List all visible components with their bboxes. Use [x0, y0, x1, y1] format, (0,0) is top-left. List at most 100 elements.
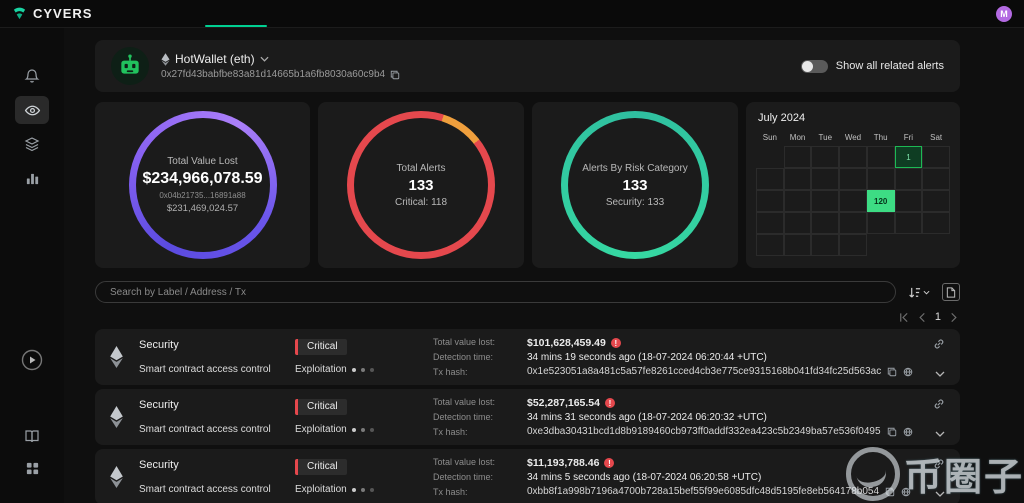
alert-amount: $11,193,788.46: [527, 457, 600, 469]
notifications-bell-icon[interactable]: [15, 62, 49, 90]
stat-subvalue: $231,469,024.57: [166, 203, 239, 214]
wallet-name: HotWallet (eth): [175, 52, 255, 66]
sort-button[interactable]: [908, 286, 930, 299]
wallet-selector[interactable]: HotWallet (eth): [161, 52, 400, 66]
explorer-icon[interactable]: [903, 367, 913, 377]
copy-hash-icon[interactable]: [887, 367, 897, 377]
alert-subcategory: Smart contract access control: [139, 364, 271, 375]
calendar-cell: [839, 168, 867, 190]
pagination: 1: [95, 311, 958, 323]
calendar-cell: [756, 190, 784, 212]
copy-hash-icon[interactable]: [885, 487, 895, 497]
play-button-icon[interactable]: [15, 346, 49, 374]
tx-hash-label: Tx hash:: [433, 487, 468, 497]
calendar-cell: [811, 146, 840, 168]
calendar-card: July 2024 Sun Mon Tue Wed Thu Fri Sat 1: [746, 102, 960, 268]
detection-time-label: Detection time:: [433, 472, 494, 482]
calendar-cell: [922, 168, 950, 190]
search-input[interactable]: [95, 281, 896, 303]
phase-dot: [351, 367, 356, 372]
calendar-cell: [867, 234, 895, 256]
alert-detection-time: 34 mins 5 seconds ago (18-07-2024 06:20:…: [527, 472, 762, 483]
docs-book-icon[interactable]: [15, 422, 49, 450]
user-avatar[interactable]: M: [996, 5, 1012, 22]
sidebar: [0, 28, 64, 503]
apps-grid-icon[interactable]: [15, 454, 49, 482]
calendar-cell: [894, 168, 923, 190]
stat-label: Total Value Lost: [167, 156, 238, 167]
calendar-cell: [783, 168, 812, 190]
expand-chevron-icon[interactable]: [935, 371, 945, 377]
wallet-robot-avatar: [111, 47, 149, 85]
analytics-chart-icon[interactable]: [15, 164, 49, 192]
current-page[interactable]: 1: [934, 311, 941, 323]
alert-amount: $101,628,459.49: [527, 337, 606, 349]
severity-badge: Critical: [295, 459, 347, 475]
stat-value: $234,966,078.59: [142, 170, 263, 187]
calendar-cell: [783, 190, 812, 212]
explorer-icon[interactable]: [903, 427, 913, 437]
phase-dot: [360, 487, 365, 492]
alert-category: Security: [139, 459, 179, 471]
calendar-day-header: Wed: [844, 133, 862, 142]
link-icon[interactable]: [933, 458, 945, 470]
calendar-day-header: Mon: [789, 133, 806, 142]
calendar-cell: [839, 146, 867, 168]
stat-value: 133: [408, 176, 434, 194]
calendar-day-header: Sun: [762, 133, 777, 142]
calendar-day-header: Thu: [873, 133, 888, 142]
link-icon[interactable]: [933, 338, 945, 350]
calendar-cell: [756, 168, 784, 190]
calendar-title: July 2024: [758, 112, 806, 124]
copy-hash-icon[interactable]: [887, 427, 897, 437]
reports-layers-icon[interactable]: [15, 130, 49, 158]
alert-phase: Exploitation: [295, 484, 347, 495]
stat-label: Alerts By Risk Category: [582, 162, 688, 174]
show-related-alerts-toggle[interactable]: [800, 59, 828, 73]
link-icon[interactable]: [933, 398, 945, 410]
wallet-address: 0x27fd43babfbe83a81d14665b1a6fb8030a60c9…: [161, 69, 386, 80]
phase-dot: [369, 367, 374, 372]
cyvers-logo-icon: [12, 6, 27, 21]
alerts-list: Security Smart contract access control C…: [95, 329, 960, 503]
calendar-cell: [811, 168, 840, 190]
calendar-cell-highlight[interactable]: 1: [894, 146, 923, 168]
next-page-button[interactable]: [950, 312, 958, 323]
export-csv-button[interactable]: [942, 283, 960, 301]
stat-address: 0x04b21735...16891a88: [159, 191, 246, 200]
calendar-day-header: Fri: [903, 133, 914, 142]
stat-label: Total Alerts: [396, 162, 446, 174]
calendar-cell-peak[interactable]: 120: [866, 190, 895, 212]
copy-address-icon[interactable]: [390, 70, 400, 80]
wallet-header-card: HotWallet (eth) 0x27fd43babfbe83a81d1466…: [95, 40, 960, 92]
alert-row[interactable]: Security Smart contract access control C…: [95, 329, 960, 385]
stats-row: Total Value Lost $234,966,078.59 0x04b21…: [95, 102, 960, 268]
alert-row[interactable]: Security Smart contract access control C…: [95, 449, 960, 503]
explorer-icon[interactable]: [901, 487, 911, 497]
alert-tx-hash: 0xbb8f1a998b7196a4700b728a15bef55f99e608…: [527, 486, 880, 497]
phase-dot: [351, 427, 356, 432]
alert-detection-time: 34 mins 31 seconds ago (18-07-2024 06:20…: [527, 412, 767, 423]
chevron-down-icon: [260, 56, 269, 62]
expand-chevron-icon[interactable]: [935, 431, 945, 437]
ethereum-icon: [109, 466, 139, 488]
search-row: [95, 281, 960, 303]
eth-diamond-icon: [161, 52, 170, 66]
loss-warning-icon: [605, 398, 615, 408]
alert-tx-hash: 0x1e523051a8a481c5a57fe8261cced4cb3e775c…: [527, 366, 882, 377]
total-value-lost-label: Total value lost:: [433, 397, 496, 407]
prev-page-button[interactable]: [918, 312, 926, 323]
expand-chevron-icon[interactable]: [935, 491, 945, 497]
alert-category: Security: [139, 339, 179, 351]
calendar-cell: [922, 234, 950, 256]
alert-amount: $52,287,165.54: [527, 397, 600, 409]
alert-row[interactable]: Security Smart contract access control C…: [95, 389, 960, 445]
first-page-button[interactable]: [898, 312, 909, 323]
total-alerts-donut: Total Alerts 133 Critical: 118: [347, 111, 495, 259]
alerts-by-risk-card: Alerts By Risk Category 133 Security: 13…: [532, 102, 738, 268]
calendar-cell: [783, 146, 812, 168]
calendar-cell: [839, 190, 867, 212]
alert-phase: Exploitation: [295, 364, 347, 375]
calendar-cell: [894, 190, 923, 212]
detection-eye-icon[interactable]: [15, 96, 49, 124]
